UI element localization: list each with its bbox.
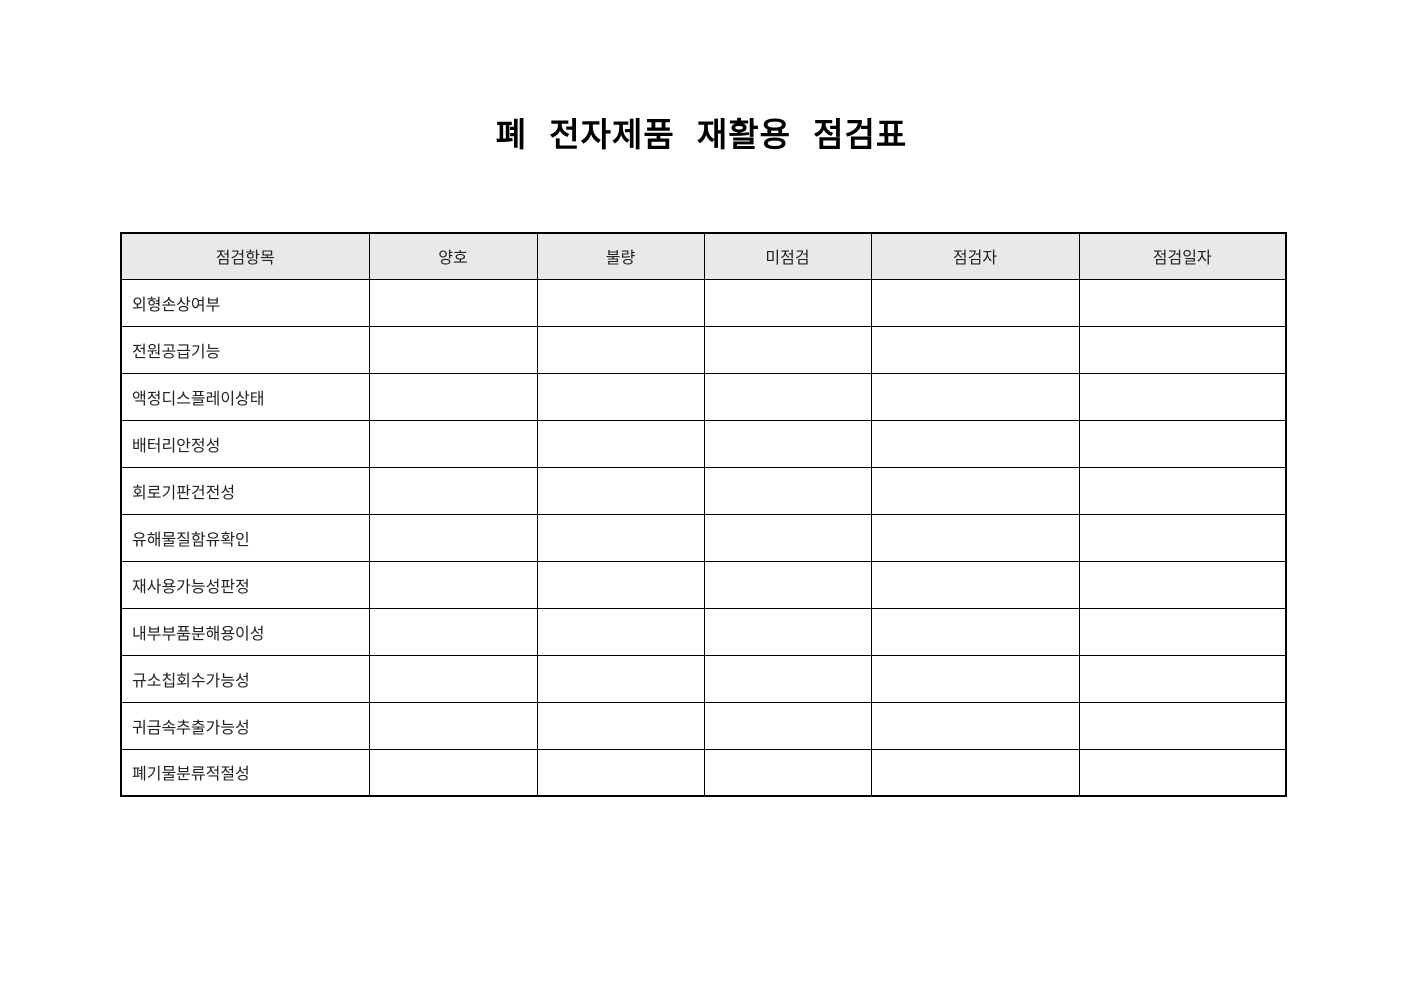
cell-date — [1078, 466, 1287, 515]
cell-bad — [536, 466, 705, 515]
cell-unchecked — [703, 278, 872, 327]
table-row: 외형손상여부 — [120, 278, 1287, 327]
column-header-inspector: 점검자 — [870, 232, 1080, 280]
column-header-good: 양호 — [368, 232, 538, 280]
cell-unchecked — [703, 419, 872, 468]
table-row: 폐기물분류적절성 — [120, 748, 1287, 797]
cell-inspector — [870, 607, 1080, 656]
row-item-label: 배터리안정성 — [120, 419, 370, 468]
cell-bad — [536, 560, 705, 609]
column-header-unchecked: 미점검 — [703, 232, 872, 280]
cell-date — [1078, 560, 1287, 609]
cell-unchecked — [703, 372, 872, 421]
cell-inspector — [870, 466, 1080, 515]
table-row: 액정디스플레이상태 — [120, 372, 1287, 421]
row-item-label: 외형손상여부 — [120, 278, 370, 327]
cell-date — [1078, 372, 1287, 421]
cell-inspector — [870, 372, 1080, 421]
cell-unchecked — [703, 560, 872, 609]
cell-good — [368, 466, 538, 515]
cell-good — [368, 748, 538, 797]
cell-inspector — [870, 513, 1080, 562]
cell-inspector — [870, 560, 1080, 609]
row-item-label: 귀금속추출가능성 — [120, 701, 370, 750]
row-item-label: 유해물질함유확인 — [120, 513, 370, 562]
cell-bad — [536, 701, 705, 750]
cell-good — [368, 560, 538, 609]
cell-date — [1078, 654, 1287, 703]
table-row: 유해물질함유확인 — [120, 513, 1287, 562]
cell-good — [368, 654, 538, 703]
cell-bad — [536, 607, 705, 656]
row-item-label: 내부부품분해용이성 — [120, 607, 370, 656]
cell-bad — [536, 278, 705, 327]
table-row: 회로기판건전성 — [120, 466, 1287, 515]
table-row: 전원공급기능 — [120, 325, 1287, 374]
cell-bad — [536, 748, 705, 797]
cell-inspector — [870, 701, 1080, 750]
cell-unchecked — [703, 701, 872, 750]
cell-date — [1078, 278, 1287, 327]
column-header-bad: 불량 — [536, 232, 705, 280]
cell-bad — [536, 419, 705, 468]
cell-date — [1078, 607, 1287, 656]
row-item-label: 규소칩회수가능성 — [120, 654, 370, 703]
cell-good — [368, 372, 538, 421]
column-header-item: 점검항목 — [120, 232, 370, 280]
row-item-label: 재사용가능성판정 — [120, 560, 370, 609]
table-row: 배터리안정성 — [120, 419, 1287, 468]
header-row: 점검항목 양호 불량 미점검 점검자 점검일자 — [120, 232, 1287, 280]
cell-unchecked — [703, 325, 872, 374]
table-row: 내부부품분해용이성 — [120, 607, 1287, 656]
cell-good — [368, 325, 538, 374]
row-item-label: 폐기물분류적절성 — [120, 748, 370, 797]
cell-inspector — [870, 325, 1080, 374]
cell-unchecked — [703, 513, 872, 562]
column-header-date: 점검일자 — [1078, 232, 1287, 280]
cell-inspector — [870, 278, 1080, 327]
cell-unchecked — [703, 466, 872, 515]
row-item-label: 전원공급기능 — [120, 325, 370, 374]
table-row: 재사용가능성판정 — [120, 560, 1287, 609]
cell-bad — [536, 513, 705, 562]
recycling-checklist-table: 점검항목 양호 불량 미점검 점검자 점검일자 외형손상여부 전원공급기능 액정디스… — [120, 232, 1287, 797]
cell-inspector — [870, 748, 1080, 797]
cell-inspector — [870, 419, 1080, 468]
row-item-label: 회로기판건전성 — [120, 466, 370, 515]
table-body: 외형손상여부 전원공급기능 액정디스플레이상태 배터리안정성 회로기판건전성 유해물질함유… — [120, 278, 1287, 797]
page-title: 폐 전자제품 재활용 점검표 — [495, 116, 908, 153]
cell-bad — [536, 372, 705, 421]
cell-date — [1078, 748, 1287, 797]
cell-date — [1078, 325, 1287, 374]
cell-date — [1078, 513, 1287, 562]
cell-good — [368, 513, 538, 562]
cell-unchecked — [703, 607, 872, 656]
cell-bad — [536, 325, 705, 374]
cell-good — [368, 607, 538, 656]
cell-good — [368, 278, 538, 327]
table-header: 점검항목 양호 불량 미점검 점검자 점검일자 — [120, 232, 1287, 280]
table-row: 규소칩회수가능성 — [120, 654, 1287, 703]
cell-unchecked — [703, 654, 872, 703]
cell-unchecked — [703, 748, 872, 797]
cell-date — [1078, 419, 1287, 468]
cell-good — [368, 419, 538, 468]
cell-inspector — [870, 654, 1080, 703]
row-item-label: 액정디스플레이상태 — [120, 372, 370, 421]
cell-date — [1078, 701, 1287, 750]
cell-good — [368, 701, 538, 750]
cell-bad — [536, 654, 705, 703]
table-row: 귀금속추출가능성 — [120, 701, 1287, 750]
